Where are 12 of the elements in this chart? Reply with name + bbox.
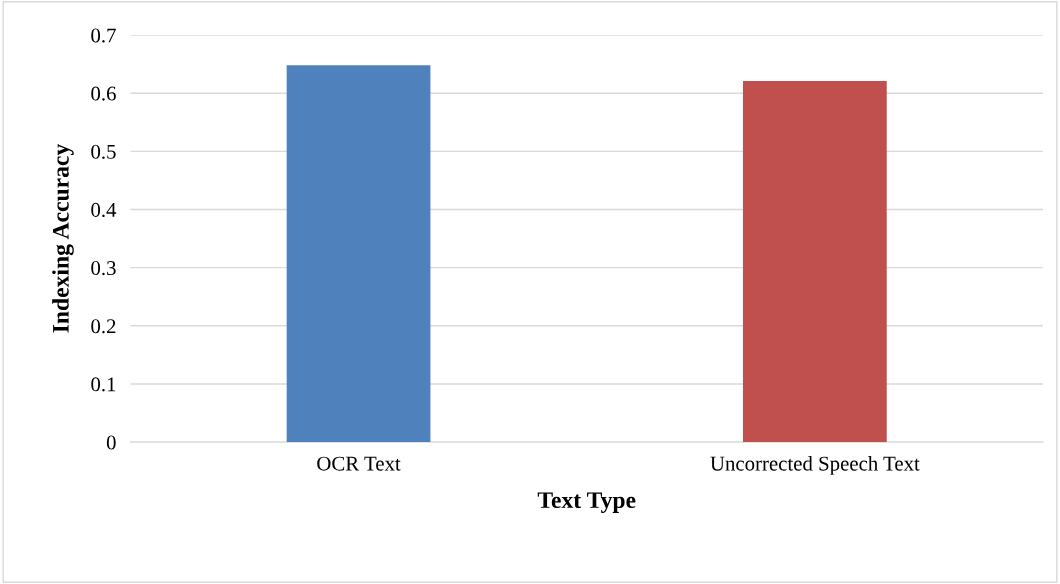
y-tick-label: 0.2 <box>91 319 116 334</box>
y-tick-label: 0.5 <box>91 144 116 159</box>
y-tick-label: 0.1 <box>91 377 116 392</box>
y-tick-label: 0.7 <box>91 28 116 43</box>
y-axis-title: Indexing Accuracy <box>52 144 74 333</box>
y-tick-label: 0.6 <box>91 86 116 101</box>
x-tick-label: OCR Text <box>317 456 401 471</box>
y-tick-label: 0.4 <box>91 202 117 218</box>
x-axis-title: Text Type <box>537 492 636 513</box>
y-tick-label: 0.3 <box>91 261 116 276</box>
x-tick-label: Uncorrected Speech Text <box>710 455 920 475</box>
y-tick-label: 0 <box>106 435 116 450</box>
